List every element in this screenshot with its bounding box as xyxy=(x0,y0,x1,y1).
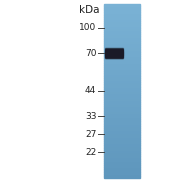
Bar xyxy=(104,30,140,32)
Text: 70: 70 xyxy=(85,49,96,58)
Bar xyxy=(104,106,140,108)
Bar xyxy=(104,93,140,95)
Bar xyxy=(104,89,140,91)
Bar xyxy=(104,69,140,71)
Bar xyxy=(104,141,140,143)
Bar xyxy=(104,111,140,113)
Bar xyxy=(104,76,140,78)
Bar xyxy=(104,159,140,161)
Bar xyxy=(104,145,140,148)
Bar xyxy=(104,60,140,62)
Bar xyxy=(105,56,123,57)
Bar xyxy=(104,152,140,154)
Text: 22: 22 xyxy=(85,148,96,157)
Bar xyxy=(104,95,140,97)
Bar xyxy=(104,132,140,135)
Bar xyxy=(104,62,140,65)
Text: kDa: kDa xyxy=(79,5,100,15)
Bar xyxy=(104,56,140,58)
Bar xyxy=(104,25,140,28)
Bar xyxy=(104,91,140,93)
Bar xyxy=(104,104,140,106)
Bar xyxy=(104,80,140,82)
Bar xyxy=(104,67,140,69)
Text: 33: 33 xyxy=(85,112,96,121)
Bar xyxy=(104,150,140,152)
Bar xyxy=(104,34,140,36)
Bar xyxy=(104,17,140,19)
Bar xyxy=(104,113,140,115)
Bar xyxy=(104,43,140,45)
Bar xyxy=(105,54,123,55)
Bar xyxy=(104,52,140,54)
Bar xyxy=(104,124,140,126)
Bar xyxy=(104,84,140,87)
Bar xyxy=(104,148,140,150)
Bar xyxy=(104,97,140,100)
Bar xyxy=(104,71,140,73)
Bar xyxy=(104,115,140,117)
Bar xyxy=(105,51,123,52)
Bar xyxy=(104,28,140,30)
Bar xyxy=(104,161,140,163)
Bar xyxy=(104,36,140,39)
Bar xyxy=(104,117,140,119)
Bar xyxy=(105,57,123,58)
Bar xyxy=(104,170,140,172)
Text: 100: 100 xyxy=(79,23,96,32)
Bar xyxy=(104,82,140,84)
Bar xyxy=(104,4,140,6)
Bar xyxy=(104,130,140,132)
Bar xyxy=(104,8,140,10)
Bar xyxy=(104,154,140,156)
Bar xyxy=(105,50,123,51)
Bar xyxy=(104,139,140,141)
Bar xyxy=(104,19,140,21)
Bar xyxy=(104,47,140,50)
Bar xyxy=(104,165,140,167)
Bar xyxy=(104,176,140,178)
Bar xyxy=(104,6,140,8)
Bar xyxy=(104,100,140,102)
Bar xyxy=(104,119,140,122)
Bar xyxy=(104,41,140,43)
Bar xyxy=(104,39,140,41)
Bar xyxy=(104,12,140,15)
Bar xyxy=(104,32,140,34)
Text: 44: 44 xyxy=(85,86,96,95)
Bar xyxy=(104,126,140,128)
Text: 27: 27 xyxy=(85,130,96,139)
Bar xyxy=(104,156,140,159)
Bar xyxy=(104,163,140,165)
Bar xyxy=(104,137,140,139)
Bar xyxy=(104,143,140,145)
Bar xyxy=(104,87,140,89)
Bar xyxy=(104,102,140,104)
Bar xyxy=(104,10,140,12)
Bar xyxy=(104,65,140,67)
Bar xyxy=(105,52,123,53)
Bar xyxy=(104,135,140,137)
Bar xyxy=(105,55,123,56)
Bar xyxy=(104,78,140,80)
Bar xyxy=(104,58,140,60)
Bar xyxy=(104,50,140,52)
Bar xyxy=(104,23,140,25)
Bar xyxy=(104,128,140,130)
Bar xyxy=(104,174,140,176)
Bar xyxy=(104,108,140,111)
Bar xyxy=(104,73,140,76)
Bar xyxy=(104,21,140,23)
Bar xyxy=(105,53,123,54)
Bar xyxy=(104,15,140,17)
Bar xyxy=(104,54,140,56)
Bar xyxy=(104,122,140,124)
Bar xyxy=(104,167,140,170)
Bar xyxy=(104,172,140,174)
Bar xyxy=(105,48,123,49)
Bar xyxy=(104,45,140,47)
Bar xyxy=(105,49,123,50)
